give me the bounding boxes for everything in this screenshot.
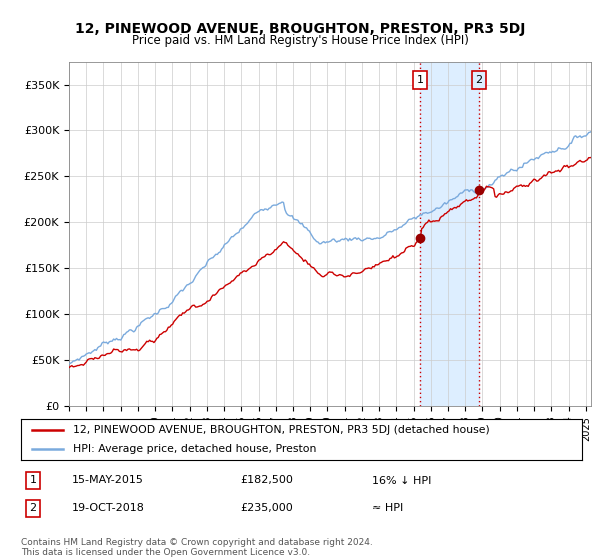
Text: 2: 2 xyxy=(29,503,37,514)
Text: 15-MAY-2015: 15-MAY-2015 xyxy=(72,475,144,486)
Text: £235,000: £235,000 xyxy=(240,503,293,514)
Text: Contains HM Land Registry data © Crown copyright and database right 2024.
This d: Contains HM Land Registry data © Crown c… xyxy=(21,538,373,557)
Bar xyxy=(420,62,479,406)
Text: 1: 1 xyxy=(29,475,37,486)
Text: 1: 1 xyxy=(416,75,424,85)
Text: Price paid vs. HM Land Registry's House Price Index (HPI): Price paid vs. HM Land Registry's House … xyxy=(131,34,469,46)
Text: 19-OCT-2018: 19-OCT-2018 xyxy=(72,503,145,514)
Text: 12, PINEWOOD AVENUE, BROUGHTON, PRESTON, PR3 5DJ (detached house): 12, PINEWOOD AVENUE, BROUGHTON, PRESTON,… xyxy=(73,426,490,436)
Text: ≈ HPI: ≈ HPI xyxy=(372,503,403,514)
Text: 2: 2 xyxy=(475,75,482,85)
Text: 16% ↓ HPI: 16% ↓ HPI xyxy=(372,475,431,486)
Text: £182,500: £182,500 xyxy=(240,475,293,486)
Text: 12, PINEWOOD AVENUE, BROUGHTON, PRESTON, PR3 5DJ: 12, PINEWOOD AVENUE, BROUGHTON, PRESTON,… xyxy=(75,22,525,36)
Text: HPI: Average price, detached house, Preston: HPI: Average price, detached house, Pres… xyxy=(73,444,316,454)
